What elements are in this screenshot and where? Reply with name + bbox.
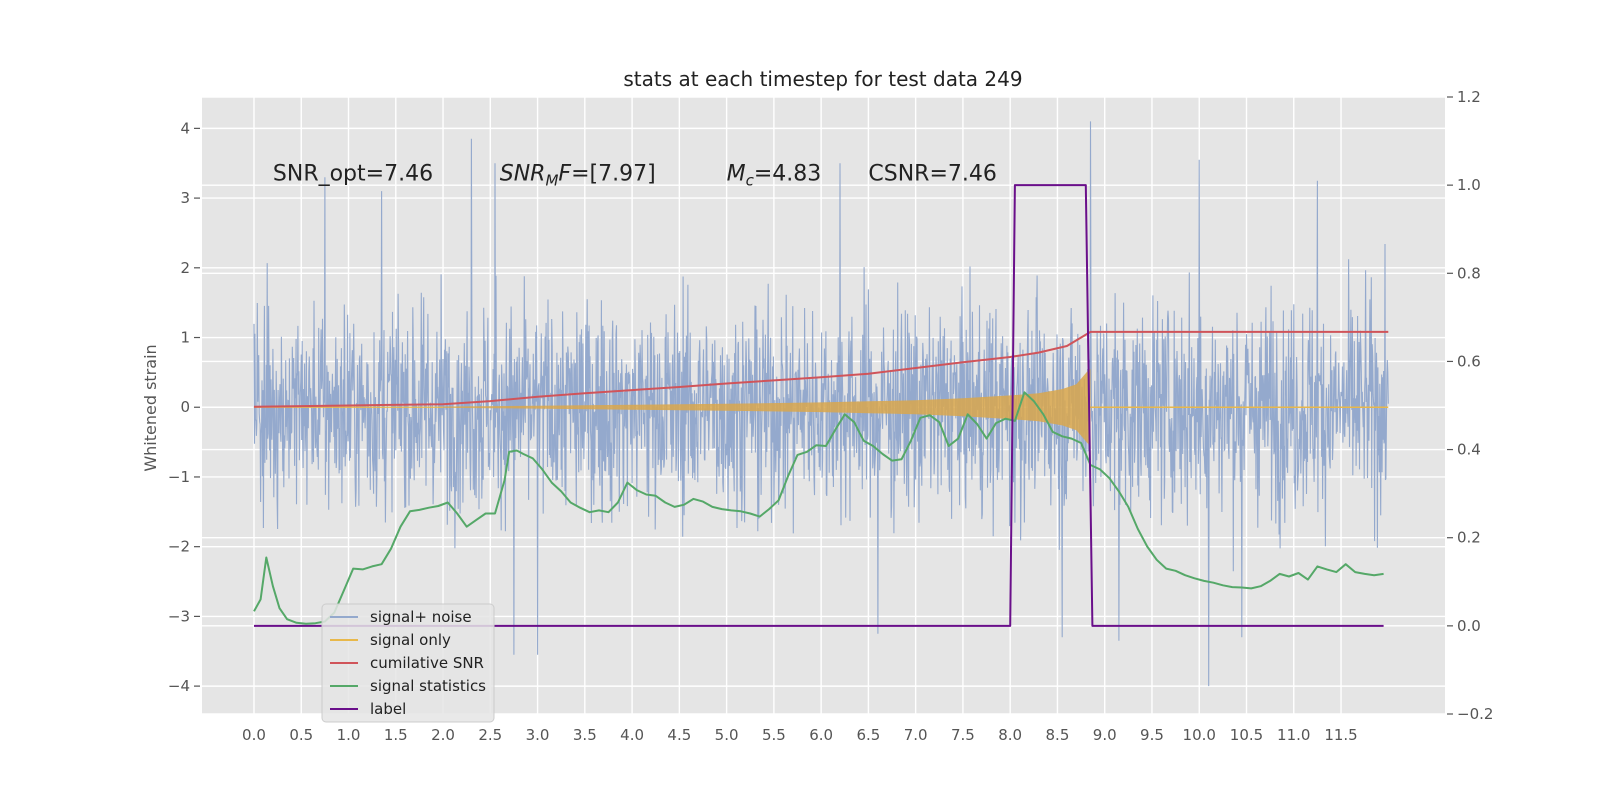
annotation-part: CSNR=7.46 (868, 162, 997, 187)
legend-label: signal statistics (370, 677, 486, 695)
annotation-part: =[7.97] (571, 162, 656, 187)
x-tick-label: 1.5 (384, 726, 408, 744)
x-tick-label: 8.0 (998, 726, 1022, 744)
legend-label: label (370, 700, 406, 718)
y-right-tick-label: −0.2 (1457, 705, 1493, 723)
x-tick-label: 7.0 (904, 726, 928, 744)
ticks: 0.0 0.5 1.0 1.5 2.0 2.5 3.0 3.5 4.0 4.5 5.0 5.5 6.0 6… (168, 88, 1494, 744)
annotation-part: =4.83 (754, 162, 821, 187)
annotation-part: M (545, 172, 558, 190)
y-tick-label: −4 (168, 677, 190, 695)
x-tick-label: 2.5 (478, 726, 502, 744)
series-signal-only (443, 368, 1091, 446)
x-tick-label: 0.0 (242, 726, 266, 744)
series-signal-noise (253, 121, 1389, 687)
y-tick-label: 4 (180, 119, 190, 137)
x-tick-label: 5.5 (762, 726, 786, 744)
y-right-tick-label: 0.0 (1457, 617, 1481, 635)
legend-label: cumilative SNR (370, 654, 484, 672)
annotation-text: SNRMF=[7.97] (500, 162, 656, 190)
y-right-tick-label: 0.8 (1457, 264, 1481, 282)
annotation-part: SNR_opt=7.46 (273, 162, 433, 187)
y-tick-label: 0 (180, 398, 190, 416)
y-right-tick-label: 1.2 (1457, 88, 1481, 106)
x-tick-label: 3.0 (526, 726, 550, 744)
x-tick-label: 2.0 (431, 726, 455, 744)
y-right-tick-label: 0.6 (1457, 352, 1481, 370)
legend-label: signal only (370, 631, 451, 649)
y-tick-label: 2 (180, 259, 190, 277)
x-tick-label: 4.0 (620, 726, 644, 744)
annotation-part: F (558, 162, 571, 187)
x-tick-label: 1.0 (337, 726, 361, 744)
x-tick-label: 5.0 (715, 726, 739, 744)
x-tick-label: 9.5 (1140, 726, 1164, 744)
x-tick-label: 0.5 (289, 726, 313, 744)
y-tick-label: −2 (168, 538, 190, 556)
annotation-part: c (746, 172, 755, 190)
y-tick-label: 3 (180, 189, 190, 207)
y-right-tick-label: 0.2 (1457, 529, 1481, 547)
chart-title: stats at each timestep for test data 249 (623, 67, 1022, 91)
x-tick-label: 4.5 (667, 726, 691, 744)
x-tick-label: 11.0 (1277, 726, 1310, 744)
y-tick-label: −3 (168, 607, 190, 625)
y-tick-label: −1 (168, 468, 190, 486)
noise-layer (253, 121, 1389, 687)
annotation-part: M (727, 162, 746, 187)
x-tick-label: 6.5 (856, 726, 880, 744)
x-tick-label: 8.5 (1046, 726, 1070, 744)
x-tick-label: 7.5 (951, 726, 975, 744)
annotation-text: CSNR=7.46 (868, 162, 997, 187)
annotations: SNR_opt=7.46 SNRMF=[7.97] Mc=4.83 CSNR=7.46 (273, 162, 997, 190)
series-label (254, 184, 1384, 627)
annotation-part: SNR (500, 162, 546, 187)
lines-layer (253, 184, 1389, 627)
x-tick-label: 11.5 (1324, 726, 1357, 744)
annotation-text: Mc=4.83 (727, 162, 822, 190)
x-tick-label: 6.0 (809, 726, 833, 744)
x-tick-label: 9.0 (1093, 726, 1117, 744)
legend: signal+ noise signal only cumilative SNR si… (321, 603, 495, 723)
y-right-tick-label: 1.0 (1457, 176, 1481, 194)
x-tick-label: 3.5 (573, 726, 597, 744)
y-right-tick-label: 0.4 (1457, 441, 1481, 459)
x-tick-label: 10.0 (1183, 726, 1216, 744)
legend-label: signal+ noise (370, 608, 472, 626)
x-tick-label: 10.5 (1230, 726, 1263, 744)
annotation-text: SNR_opt=7.46 (273, 162, 433, 187)
legend-box (321, 603, 495, 723)
y-tick-label: 1 (180, 329, 190, 347)
series-cumilative-snr (253, 330, 1389, 408)
y-axis-label: Whitened strain (141, 344, 160, 471)
series-signal-statistics (253, 391, 1384, 625)
